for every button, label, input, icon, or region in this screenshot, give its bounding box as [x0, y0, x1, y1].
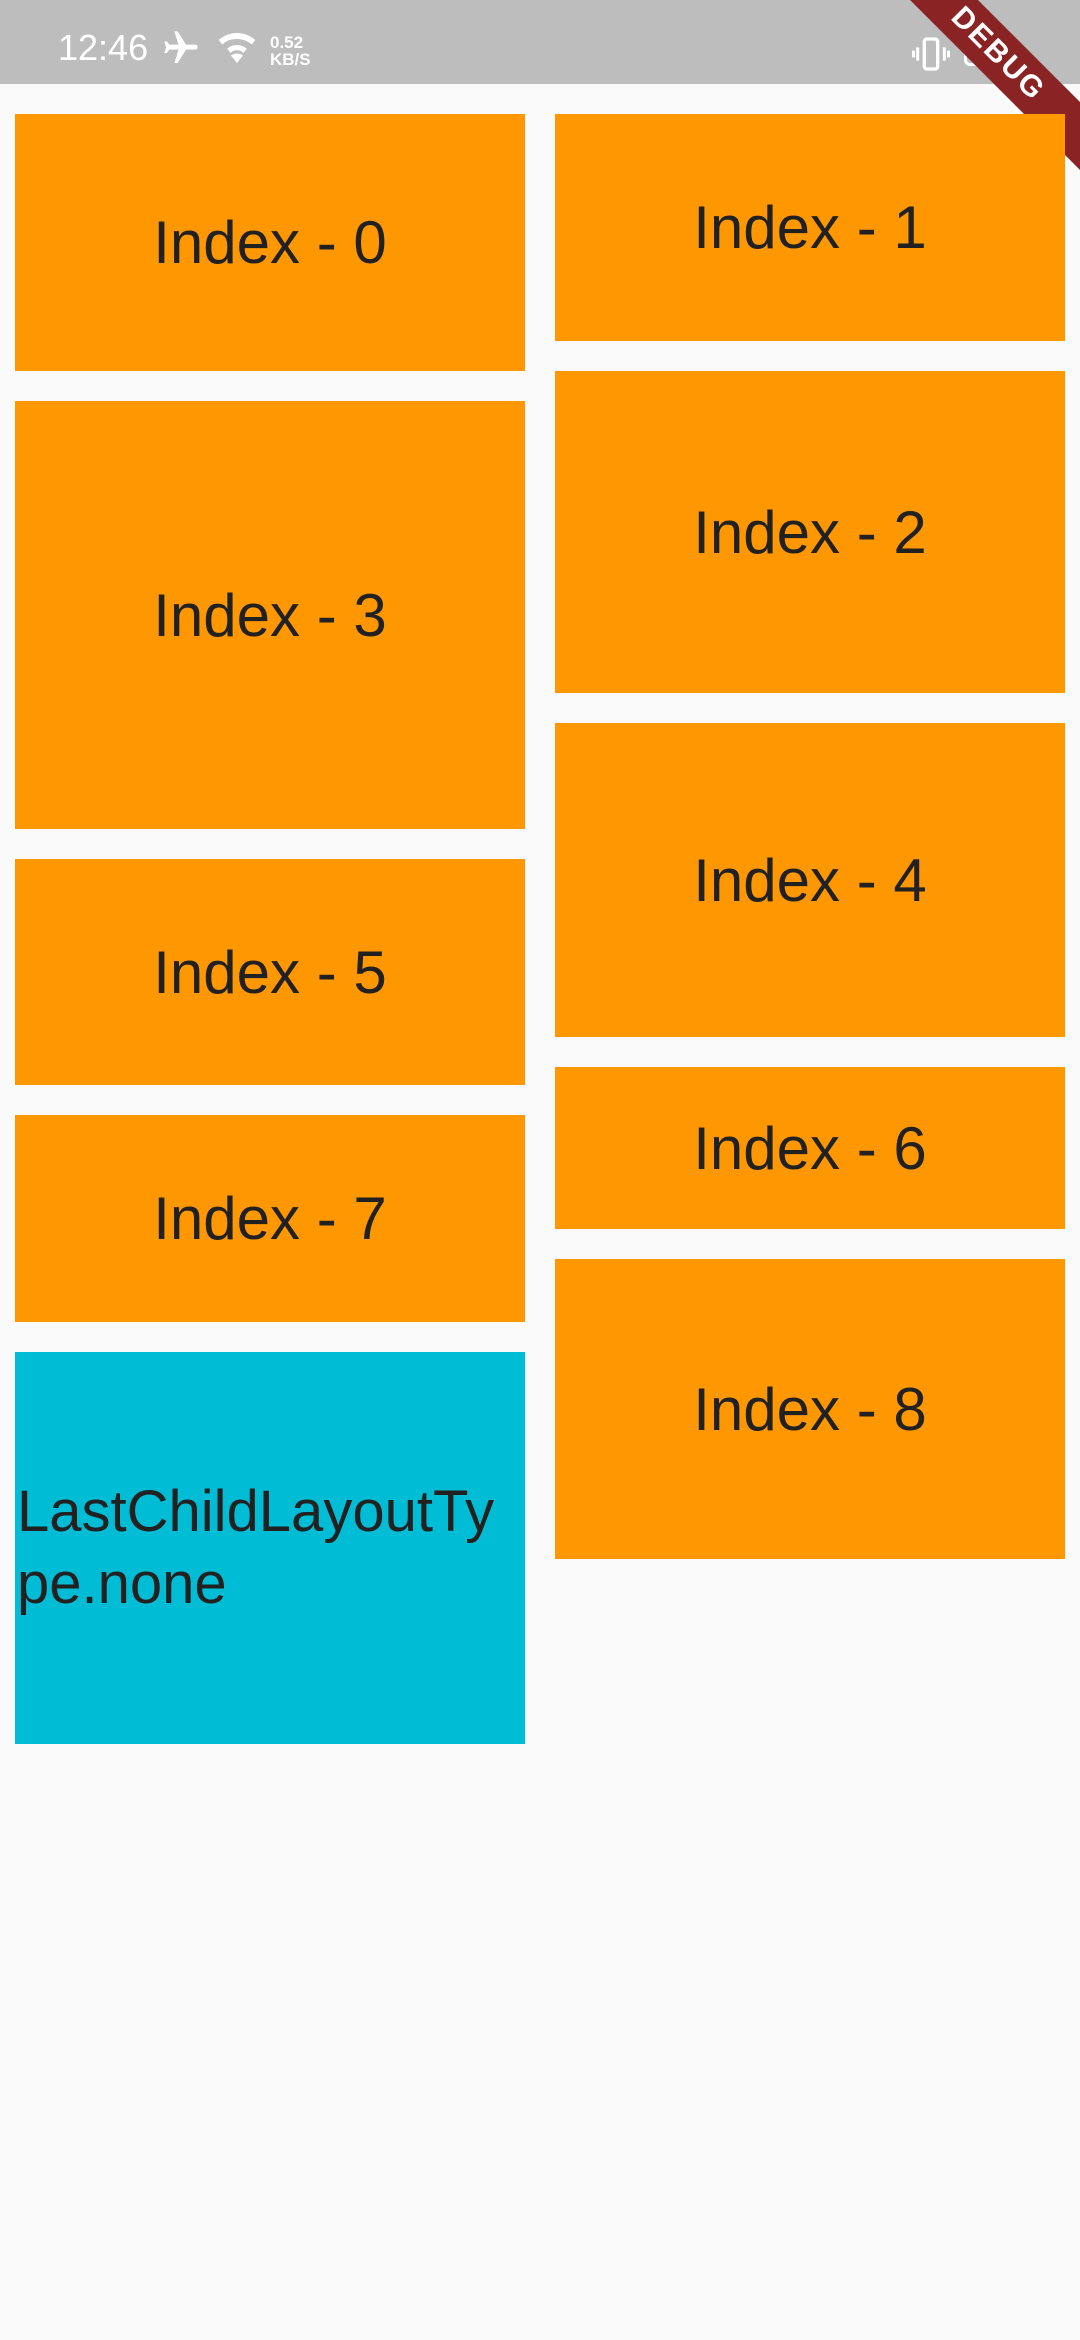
grid-tile-1[interactable]: Index - 1	[555, 114, 1065, 341]
network-speed-unit: KB/S	[270, 50, 311, 69]
grid-tile-0[interactable]: Index - 0	[15, 114, 525, 371]
airplane-mode-icon	[158, 28, 204, 73]
grid-tile-2[interactable]: Index - 2	[555, 371, 1065, 693]
last-child-tile[interactable]: LastChildLayoutType.none	[15, 1352, 525, 1744]
grid-tile-5[interactable]: Index - 5	[15, 859, 525, 1085]
vibrate-icon	[908, 34, 954, 79]
grid-tile-6[interactable]: Index - 6	[555, 1067, 1065, 1229]
grid-tile-4[interactable]: Index - 4	[555, 723, 1065, 1037]
grid-tile-8[interactable]: Index - 8	[555, 1259, 1065, 1559]
network-speed-value: 0.52	[270, 33, 304, 52]
network-speed: 0.52 KB/S	[270, 34, 311, 68]
wifi-icon	[214, 28, 260, 73]
grid-tile-3[interactable]: Index - 3	[15, 401, 525, 829]
status-time: 12:46	[58, 27, 149, 68]
status-bar: 12:46 0.52 KB/S 100 DEBUG	[0, 0, 1080, 185]
grid-tile-7[interactable]: Index - 7	[15, 1115, 525, 1322]
